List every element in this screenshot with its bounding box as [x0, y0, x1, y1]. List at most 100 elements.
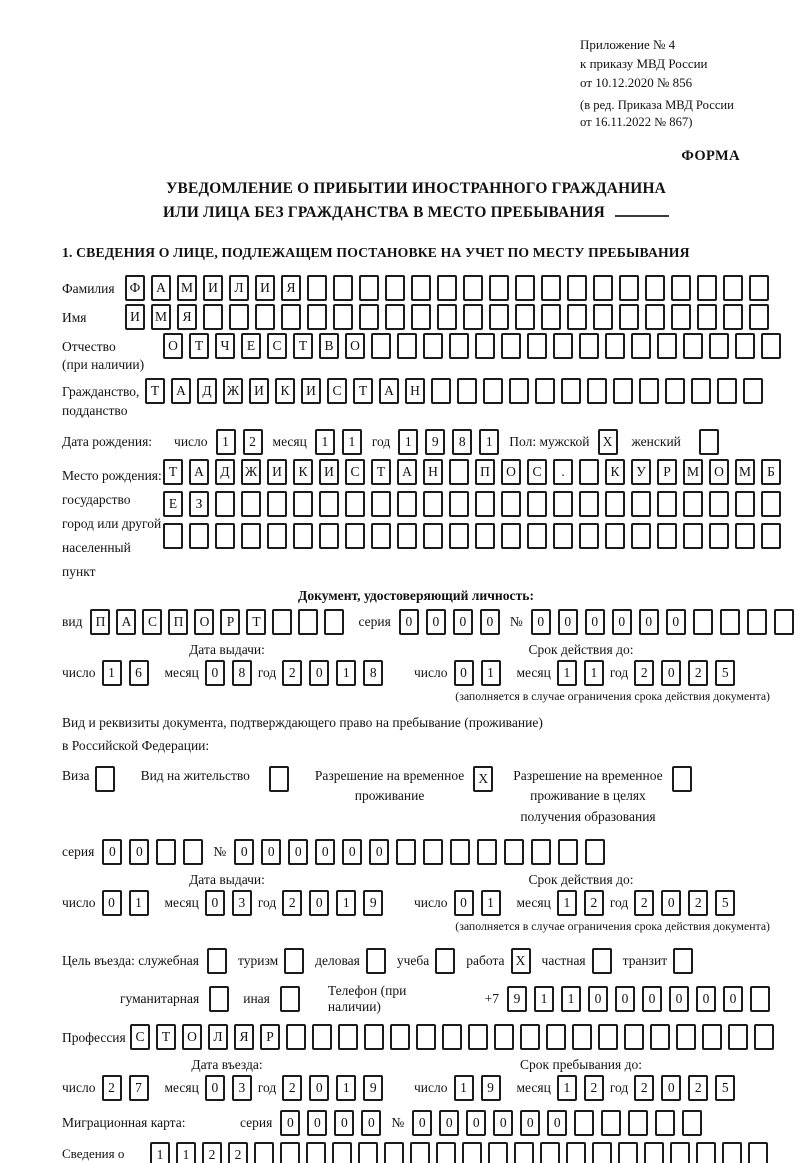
char-box[interactable] — [477, 838, 498, 865]
char-box[interactable]: 0 — [723, 985, 743, 1012]
char-box[interactable]: У — [631, 459, 651, 486]
char-box[interactable] — [457, 378, 477, 405]
char-box[interactable] — [241, 523, 261, 550]
char-box[interactable] — [749, 274, 769, 301]
char-box[interactable]: 1 — [101, 660, 122, 687]
char-box[interactable] — [364, 1023, 384, 1050]
char-box[interactable] — [605, 332, 625, 359]
char-box[interactable]: 2 — [202, 1141, 222, 1163]
char-box[interactable] — [385, 274, 405, 301]
char-box[interactable]: 5 — [715, 1074, 736, 1101]
char-box[interactable]: С — [130, 1023, 150, 1050]
char-box[interactable] — [535, 378, 555, 405]
char-box[interactable] — [541, 303, 561, 330]
char-box[interactable]: Е — [163, 491, 183, 518]
char-box[interactable]: 2 — [688, 889, 709, 916]
char-box[interactable]: 9 — [480, 1074, 501, 1101]
char-box[interactable] — [397, 332, 417, 359]
purpose-other-checkbox[interactable] — [279, 985, 300, 1012]
char-box[interactable]: 1 — [398, 429, 419, 456]
char-box[interactable] — [449, 491, 469, 518]
char-box[interactable] — [286, 1023, 306, 1050]
char-box[interactable] — [605, 523, 625, 550]
char-box[interactable] — [657, 491, 677, 518]
char-box[interactable] — [488, 1141, 508, 1163]
char-box[interactable] — [650, 1023, 670, 1050]
char-box[interactable] — [683, 491, 703, 518]
char-box[interactable]: 2 — [634, 1074, 655, 1101]
char-box[interactable]: 1 — [453, 1074, 474, 1101]
char-box[interactable]: Я — [281, 274, 301, 301]
char-box[interactable] — [631, 332, 651, 359]
char-box[interactable] — [463, 274, 483, 301]
char-box[interactable] — [749, 303, 769, 330]
char-box[interactable] — [183, 838, 204, 865]
char-box[interactable] — [319, 523, 339, 550]
char-box[interactable] — [449, 332, 469, 359]
char-box[interactable]: 0 — [669, 985, 689, 1012]
char-box[interactable] — [735, 332, 755, 359]
char-box[interactable] — [773, 609, 794, 636]
char-box[interactable] — [163, 523, 183, 550]
char-box[interactable]: 0 — [204, 660, 225, 687]
char-box[interactable] — [431, 378, 451, 405]
char-box[interactable]: 2 — [228, 1141, 248, 1163]
char-box[interactable] — [515, 274, 535, 301]
char-box[interactable] — [746, 609, 767, 636]
char-box[interactable]: 2 — [282, 660, 303, 687]
char-box[interactable]: 0 — [234, 838, 255, 865]
char-box[interactable]: 0 — [584, 609, 605, 636]
char-box[interactable]: Т — [293, 332, 313, 359]
char-box[interactable] — [553, 332, 573, 359]
purpose-work-checkbox[interactable]: X — [510, 947, 531, 974]
char-box[interactable]: 1 — [561, 985, 581, 1012]
char-box[interactable] — [475, 332, 495, 359]
char-box[interactable] — [189, 523, 209, 550]
char-box[interactable]: М — [735, 459, 755, 486]
char-box[interactable]: И — [125, 303, 145, 330]
char-box[interactable] — [748, 1141, 768, 1163]
char-box[interactable] — [593, 303, 613, 330]
purpose-tourism-checkbox[interactable] — [284, 947, 305, 974]
char-box[interactable]: 2 — [101, 1074, 122, 1101]
char-box[interactable] — [423, 838, 444, 865]
char-box[interactable]: 0 — [547, 1109, 568, 1136]
rvp-edu-checkbox[interactable] — [671, 766, 692, 793]
char-box[interactable]: 1 — [534, 985, 554, 1012]
char-box[interactable]: 0 — [102, 838, 123, 865]
char-box[interactable] — [312, 1023, 332, 1050]
char-box[interactable] — [280, 1141, 300, 1163]
char-box[interactable]: 9 — [363, 889, 384, 916]
char-box[interactable] — [333, 303, 353, 330]
char-box[interactable] — [437, 303, 457, 330]
char-box[interactable]: О — [194, 609, 215, 636]
char-box[interactable]: 0 — [661, 1074, 682, 1101]
char-box[interactable]: 1 — [336, 1074, 357, 1101]
char-box[interactable]: М — [151, 303, 171, 330]
char-box[interactable]: И — [203, 274, 223, 301]
char-box[interactable] — [541, 274, 561, 301]
char-box[interactable]: И — [255, 274, 275, 301]
char-box[interactable]: П — [168, 609, 189, 636]
char-box[interactable] — [397, 523, 417, 550]
char-box[interactable] — [255, 303, 275, 330]
char-box[interactable] — [501, 332, 521, 359]
char-box[interactable] — [655, 1109, 676, 1136]
char-box[interactable]: 1 — [314, 429, 335, 456]
char-box[interactable] — [697, 274, 717, 301]
char-box[interactable] — [676, 1023, 696, 1050]
char-box[interactable] — [697, 303, 717, 330]
char-box[interactable]: 2 — [634, 889, 655, 916]
char-box[interactable] — [639, 378, 659, 405]
char-box[interactable] — [450, 838, 471, 865]
char-box[interactable]: Б — [761, 459, 781, 486]
char-box[interactable] — [489, 303, 509, 330]
char-box[interactable] — [566, 1141, 586, 1163]
char-box[interactable]: 0 — [412, 1109, 433, 1136]
char-box[interactable] — [553, 523, 573, 550]
char-box[interactable]: О — [345, 332, 365, 359]
char-box[interactable]: 0 — [369, 838, 390, 865]
vnj-checkbox[interactable] — [268, 766, 289, 793]
char-box[interactable]: 1 — [336, 660, 357, 687]
char-box[interactable]: Е — [241, 332, 261, 359]
